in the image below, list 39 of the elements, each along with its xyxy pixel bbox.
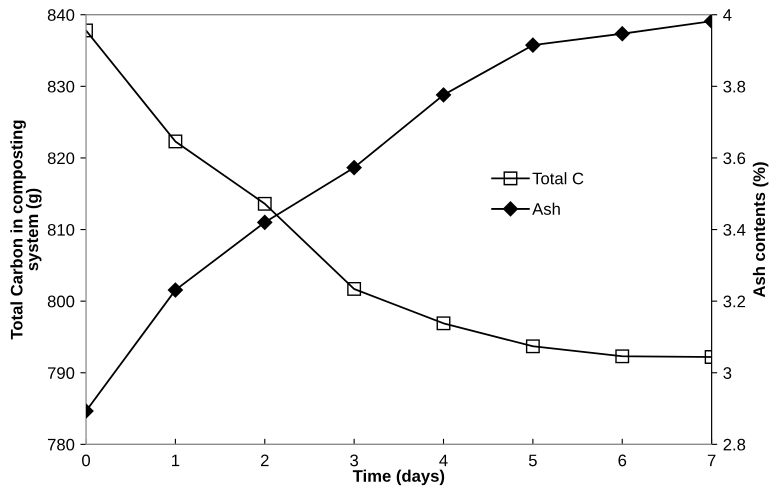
y-tick-label: 830 <box>48 80 74 93</box>
point <box>615 349 630 364</box>
point <box>257 214 272 230</box>
point <box>436 87 452 102</box>
y2-tick-label: 3.6 <box>723 152 746 164</box>
x-tick-label: 1 <box>172 454 180 466</box>
y2-axis-title: Ash contents (%) <box>752 162 768 298</box>
legend-label: Total C <box>532 172 584 184</box>
y2-tick-label: 2.8 <box>724 438 746 451</box>
point <box>614 26 630 42</box>
y-tick-label: 840 <box>48 9 74 21</box>
y-tick-label: 780 <box>48 438 74 451</box>
x-tick-label: 0 <box>82 454 90 466</box>
y-tick-label: 810 <box>48 224 74 236</box>
x-tick-label: 4 <box>439 454 448 466</box>
point <box>168 282 183 298</box>
y-tick-label: 800 <box>48 296 74 308</box>
x-tick-label: 6 <box>618 454 626 466</box>
point <box>526 339 540 354</box>
y2-tick-label: 3 <box>723 367 732 379</box>
y2-tick-label: 3.2 <box>723 296 746 308</box>
y2-tick-label: 4 <box>723 9 732 21</box>
point <box>258 196 272 211</box>
y-tick-label: 820 <box>48 152 74 164</box>
x-tick-label: 2 <box>260 454 269 466</box>
x-tick-label: 5 <box>528 454 537 466</box>
y2-tick-label: 3.8 <box>723 80 746 93</box>
point <box>347 282 362 296</box>
x-tick-label: 7 <box>708 454 716 466</box>
y-axis-title: Total Carbon in composting system (g) <box>10 120 42 340</box>
legend-label: Ash <box>532 202 560 215</box>
y-tick-label: 790 <box>48 367 74 379</box>
point <box>168 134 182 148</box>
point <box>525 38 540 53</box>
x-axis-title: Time (days) <box>352 470 444 486</box>
point <box>436 316 450 330</box>
y2-tick-label: 3.4 <box>723 224 746 236</box>
x-tick-label: 3 <box>350 454 358 466</box>
point <box>346 160 362 176</box>
